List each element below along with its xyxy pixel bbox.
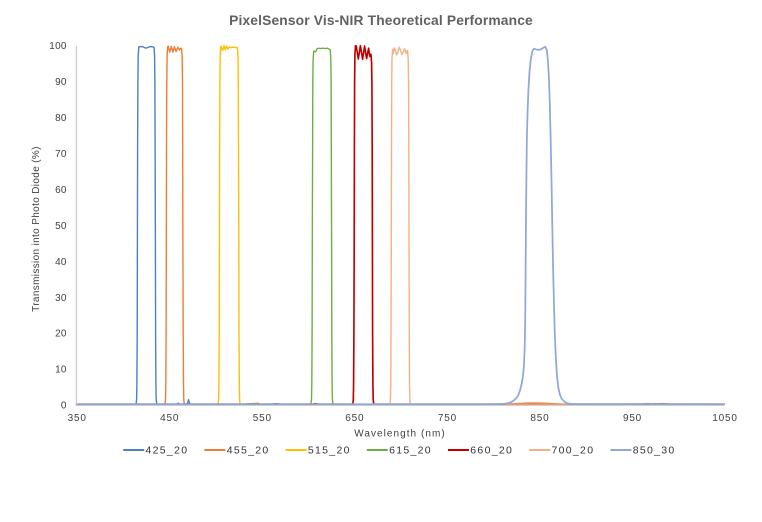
svg-text:1050: 1050	[712, 413, 737, 424]
svg-text:70: 70	[55, 149, 67, 160]
svg-text:850: 850	[530, 413, 549, 424]
svg-text:PixelSensor Vis-NIR Theoretica: PixelSensor Vis-NIR Theoretical Performa…	[229, 13, 533, 28]
svg-text:50: 50	[55, 221, 67, 232]
svg-text:10: 10	[55, 365, 67, 376]
svg-text:650: 650	[345, 413, 364, 424]
svg-text:515_20: 515_20	[308, 445, 351, 457]
svg-text:Transmission into Photo Diode: Transmission into Photo Diode (%)	[31, 146, 42, 312]
svg-text:30: 30	[55, 293, 67, 304]
svg-text:350: 350	[68, 413, 87, 424]
svg-text:850_30: 850_30	[633, 445, 676, 457]
svg-text:80: 80	[55, 113, 67, 124]
svg-text:455_20: 455_20	[227, 445, 270, 457]
svg-text:60: 60	[55, 185, 67, 196]
svg-text:20: 20	[55, 329, 67, 340]
svg-text:750: 750	[438, 413, 457, 424]
svg-text:550: 550	[253, 413, 272, 424]
svg-text:Wavelength (nm): Wavelength (nm)	[354, 428, 446, 439]
svg-text:950: 950	[623, 413, 642, 424]
svg-text:100: 100	[49, 41, 67, 52]
svg-text:90: 90	[55, 77, 67, 88]
svg-text:0: 0	[61, 401, 67, 412]
svg-text:700_20: 700_20	[552, 445, 595, 457]
svg-text:40: 40	[55, 257, 67, 268]
svg-text:660_20: 660_20	[470, 445, 513, 457]
svg-text:615_20: 615_20	[389, 445, 432, 457]
svg-text:425_20: 425_20	[146, 445, 189, 457]
svg-text:450: 450	[160, 413, 179, 424]
